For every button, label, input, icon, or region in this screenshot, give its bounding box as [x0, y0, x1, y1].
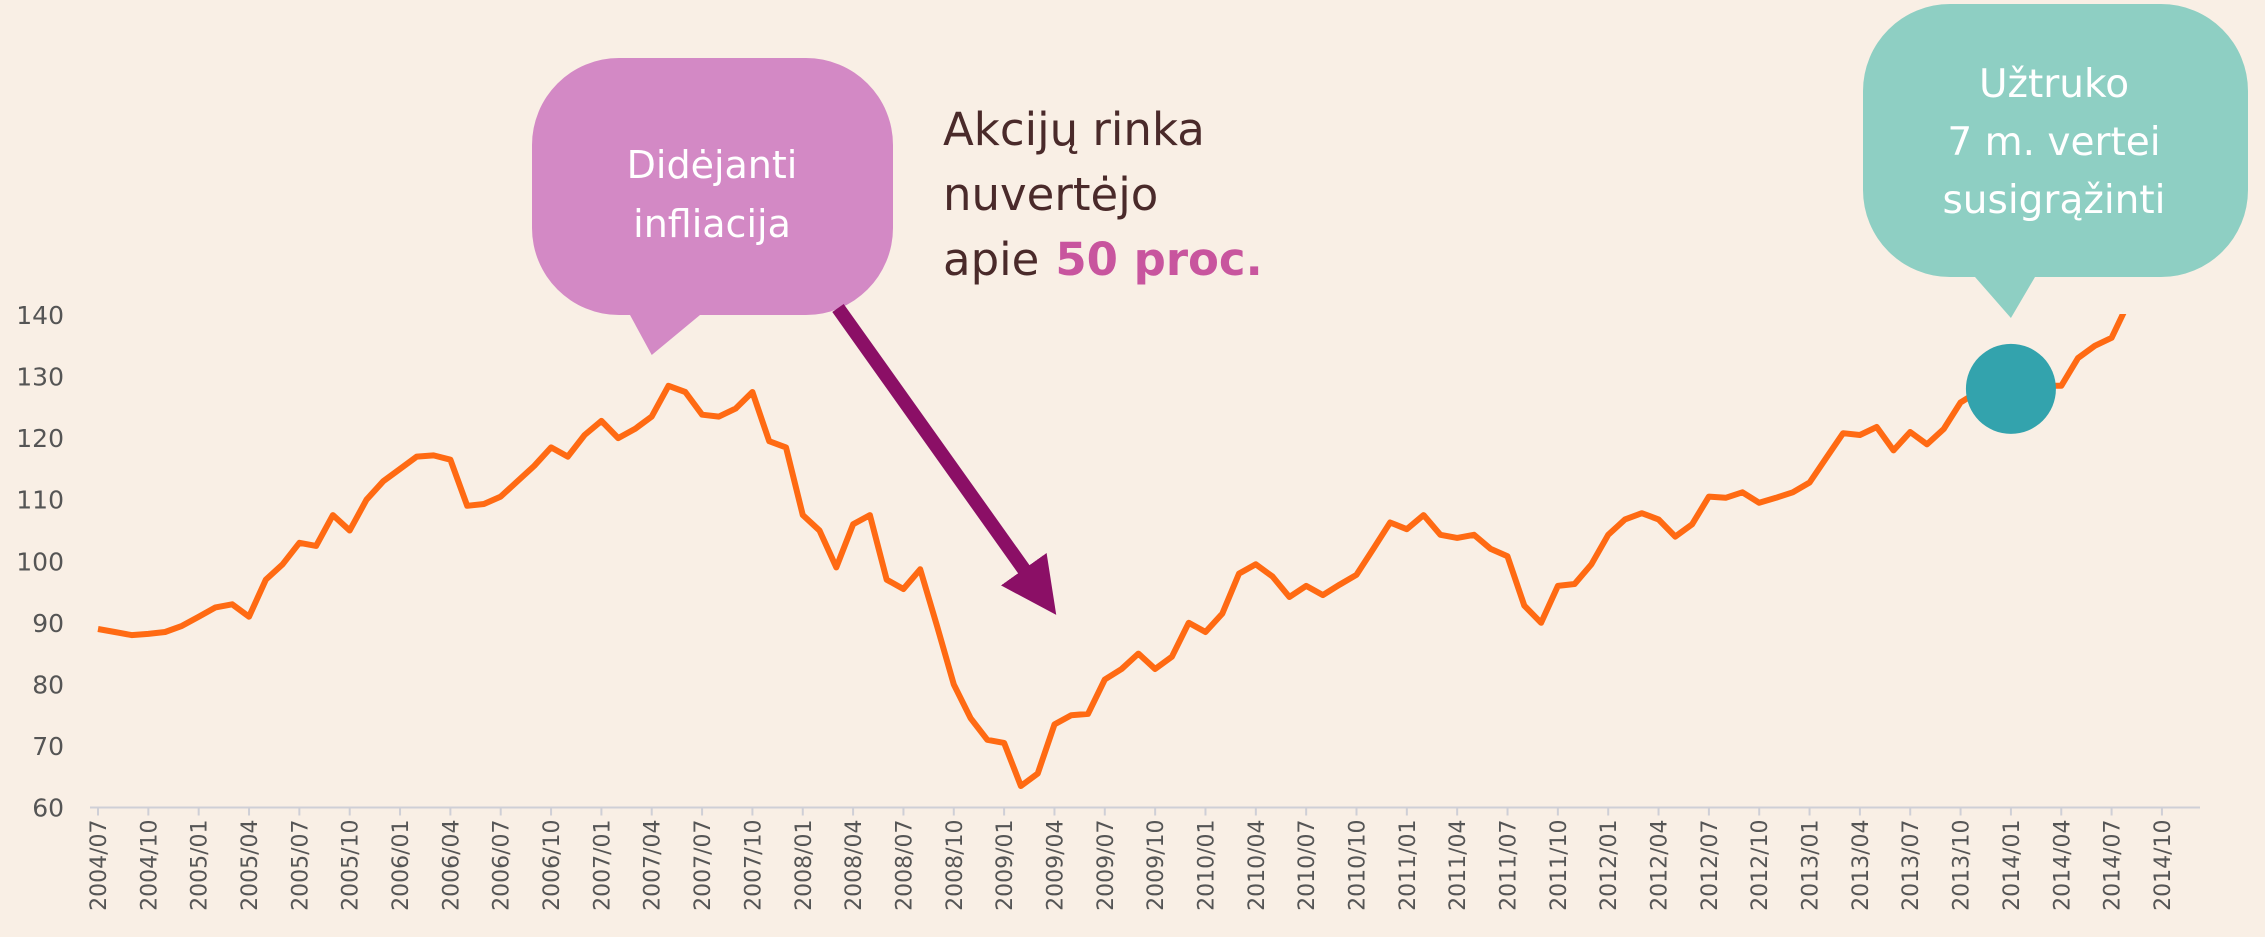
- x-tick-label: 2010/10: [1346, 820, 1371, 911]
- y-tick-label: 90: [32, 609, 64, 638]
- x-tick-label: 2004/07: [87, 820, 112, 911]
- x-tick-label: 2007/07: [691, 820, 716, 911]
- y-tick-label: 100: [16, 547, 64, 576]
- x-tick-label: 2008/04: [842, 820, 867, 911]
- x-tick-label: 2014/04: [2050, 820, 2075, 911]
- x-tick-label: 2009/04: [1043, 820, 1068, 911]
- y-tick-label: 60: [32, 794, 64, 823]
- x-tick-label: 2010/07: [1295, 820, 1320, 911]
- x-tick-label: 2014/10: [2151, 820, 2176, 911]
- x-tick-label: 2004/10: [137, 820, 162, 911]
- x-tick-label: 2012/10: [1748, 820, 1773, 911]
- bubble-text: susigrąžinti: [1942, 178, 2165, 223]
- x-tick-label: 2011/01: [1396, 820, 1421, 911]
- x-tick-label: 2007/10: [741, 820, 766, 911]
- x-tick-label: 2012/01: [1597, 820, 1622, 911]
- bubble-text: 7 m. vertei: [1947, 120, 2160, 165]
- highlight-marker: [1965, 343, 2056, 434]
- series-line: [97, 314, 2127, 789]
- x-tick-label: 2011/10: [1547, 820, 1572, 911]
- x-tick-label: 2009/01: [993, 820, 1018, 911]
- x-tick-label: 2014/07: [2101, 820, 2126, 911]
- x-tick-label: 2005/01: [188, 820, 213, 911]
- x-tick-label: 2008/10: [943, 820, 968, 911]
- x-tick-label: 2007/01: [590, 820, 615, 911]
- bubble: [532, 58, 893, 355]
- x-tick-label: 2007/04: [641, 820, 666, 911]
- x-tick-label: 2009/07: [1094, 820, 1119, 911]
- y-tick-label: 120: [16, 424, 64, 453]
- bubble-text: Užtruko: [1979, 62, 2129, 107]
- bubble-text: Didėjanti: [627, 143, 798, 187]
- y-tick-label: 130: [16, 363, 64, 392]
- y-tick-label: 70: [32, 732, 64, 761]
- x-tick-label: 2013/01: [1799, 820, 1824, 911]
- x-tick-label: 2008/07: [892, 820, 917, 911]
- x-tick-label: 2014/01: [2000, 820, 2025, 911]
- x-tick-label: 2005/10: [339, 820, 364, 911]
- arrow: [832, 303, 1057, 615]
- x-tick-label: 2012/07: [1698, 820, 1723, 911]
- y-tick-label: 80: [32, 670, 64, 699]
- x-tick-label: 2012/04: [1648, 820, 1673, 911]
- x-tick-label: 2011/04: [1446, 820, 1471, 911]
- x-tick-label: 2011/07: [1497, 820, 1522, 911]
- x-tick-label: 2006/07: [490, 820, 515, 911]
- x-tick-label: 2008/01: [792, 820, 817, 911]
- x-tick-label: 2010/04: [1245, 820, 1270, 911]
- annotation-emphasis: 50 proc.: [1055, 233, 1262, 286]
- x-tick-label: 2005/04: [238, 820, 263, 911]
- x-tick-label: 2013/04: [1849, 820, 1874, 911]
- x-tick-label: 2006/10: [540, 820, 565, 911]
- x-tick-label: 2013/10: [1950, 820, 1975, 911]
- bubble-text: infliacija: [633, 202, 791, 246]
- annotation-text: Akcijų rinka: [943, 103, 1205, 156]
- bubble: [1863, 4, 2248, 318]
- x-tick-label: 2013/07: [1899, 820, 1924, 911]
- annotation-text: nuvertėjo: [943, 168, 1158, 221]
- y-tick-label: 110: [16, 486, 64, 515]
- x-tick-label: 2009/10: [1144, 820, 1169, 911]
- x-tick-label: 2005/07: [288, 820, 313, 911]
- x-tick-label: 2006/04: [439, 820, 464, 911]
- y-tick-label: 140: [16, 301, 64, 330]
- x-tick-label: 2006/01: [389, 820, 414, 911]
- x-tick-label: 2010/01: [1194, 820, 1219, 911]
- annotation-text: apie: [943, 233, 1039, 286]
